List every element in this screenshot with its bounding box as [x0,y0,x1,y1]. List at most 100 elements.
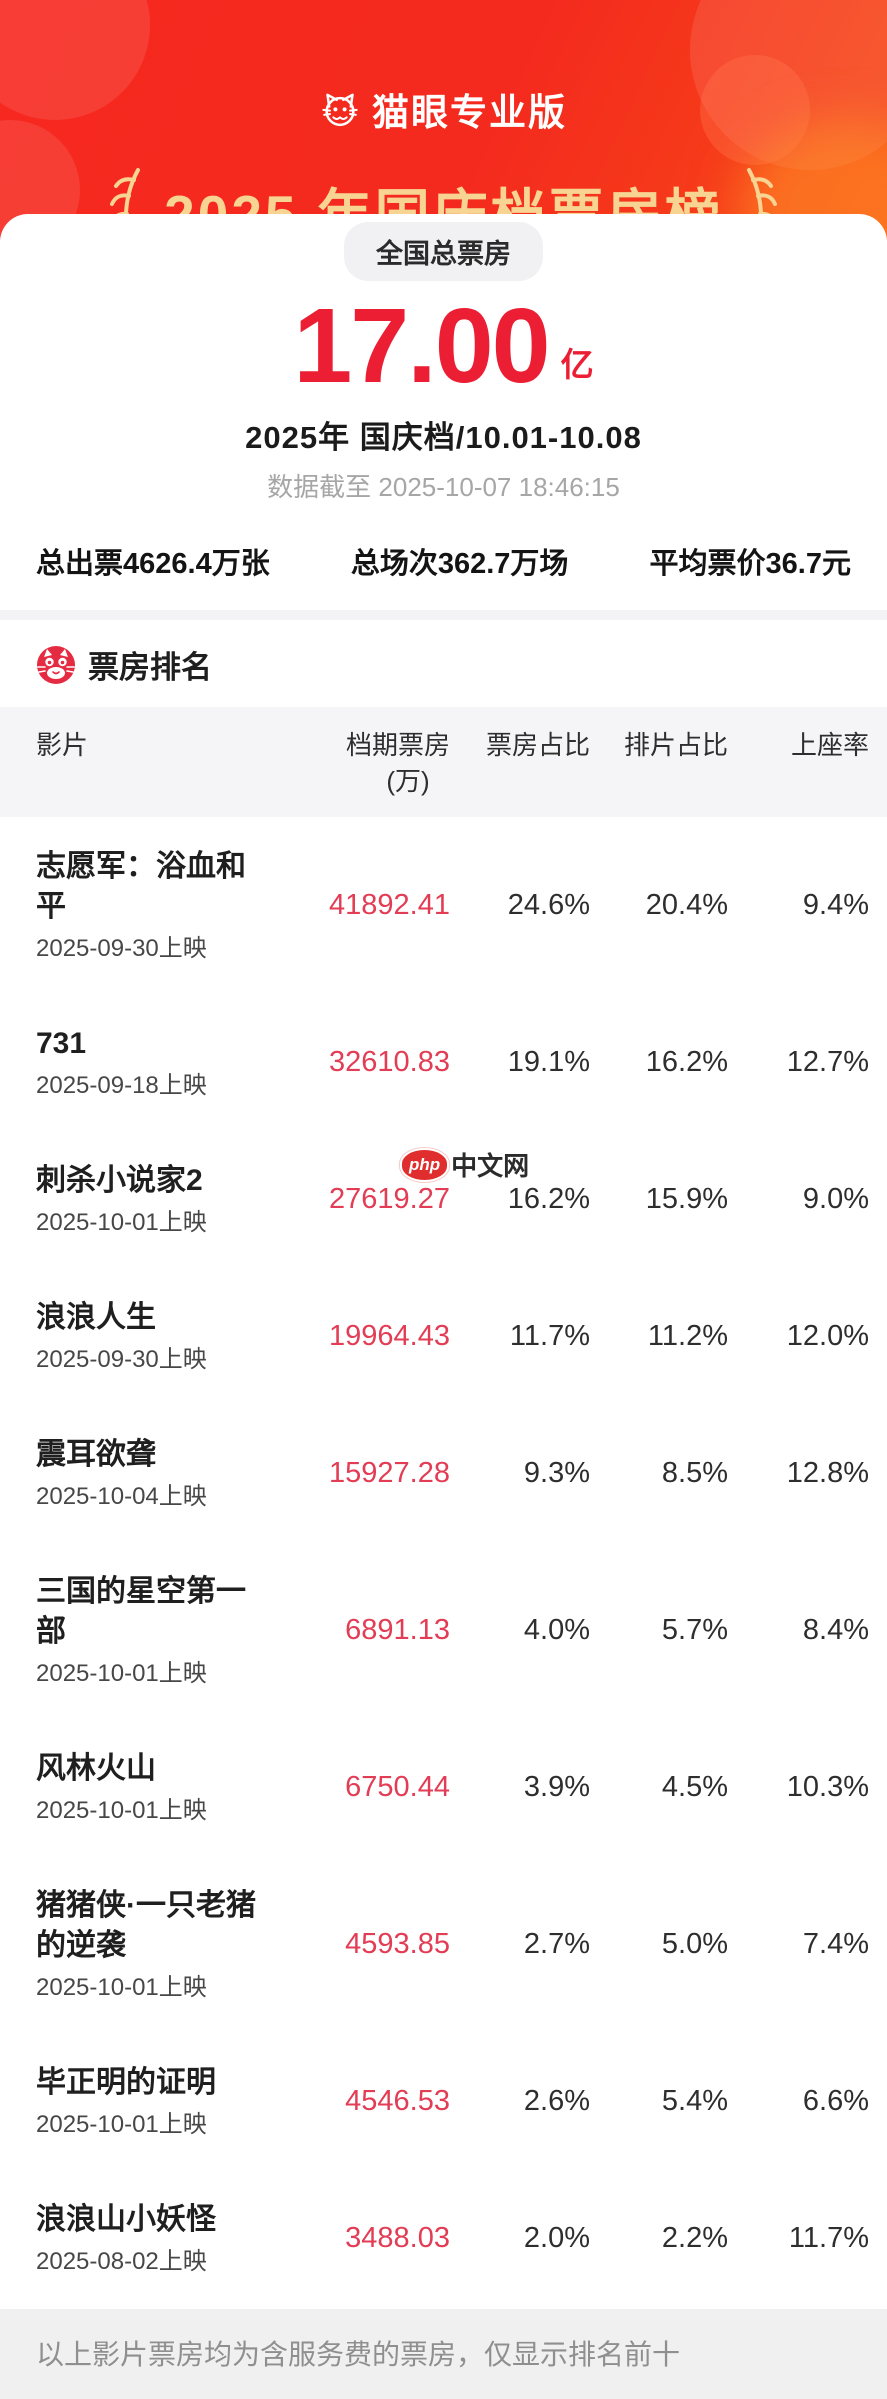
release-date: 2025-10-01上映 [36,2111,207,2139]
total-boxoffice-unit: 亿 [560,346,594,384]
release-date: 2025-09-30上映 [36,1346,207,1374]
boxoffice-share-value: 3.9% [523,1771,590,1804]
table-row[interactable]: 猪猪侠·一只老猪的逆袭 2025-10-01上映 4593.85 2.7% 5.… [36,1856,869,2033]
screening-share-value: 5.7% [661,1614,728,1647]
boxoffice-value: 27619.27 [329,1183,450,1216]
screening-share-value: 16.2% [645,1046,728,1079]
movie-title: 刺杀小说家2 [36,1164,203,1198]
brand-row: 猫眼专业版 [0,0,887,136]
movie-title: 风林火山 [36,1752,156,1786]
table-row[interactable]: 毕正明的证明 2025-10-01上映 4546.53 2.6% 5.4% 6.… [36,2033,869,2170]
movie-title: 毕正明的证明 [36,2066,216,2100]
boxoffice-share-value: 11.7% [509,1320,590,1353]
attendance-rate-value: 12.0% [786,1320,869,1353]
content-card: 全国总票房 17.00 亿 2025年 国庆档/10.01-10.08 数据截至… [0,214,887,2308]
movie-title: 浪浪人生 [36,1301,156,1335]
attendance-rate-value: 7.4% [802,1928,869,1961]
film-cell: 三国的星空第一部 2025-10-01上映 [36,1572,292,1689]
boxoffice-value: 32610.83 [329,1046,450,1079]
boxoffice-share-value: 4.0% [523,1614,590,1647]
attendance-rate-value: 12.7% [786,1046,869,1079]
table-row[interactable]: 浪浪山小妖怪 2025-08-02上映 3488.03 2.0% 2.2% 11… [36,2170,869,2307]
release-date: 2025-10-01上映 [36,1974,207,2002]
period-label: 2025年 国庆档/10.01-10.08 [245,420,642,456]
release-date: 2025-10-04上映 [36,1483,207,1511]
boxoffice-share-value: 2.0% [523,2222,590,2255]
table-row[interactable]: 731 2025-09-18上映 32610.83 19.1% 16.2% 12… [36,994,869,1131]
cat-badge-icon [37,645,75,684]
boxoffice-value: 6750.44 [345,1771,450,1804]
movie-title: 志愿军：浴血和平 [36,850,246,924]
divider [0,610,887,621]
national-total-badge: 全国总票房 [344,222,543,281]
boxoffice-value: 4593.85 [345,1928,450,1961]
footer-note: 以上影片票房均为含服务费的票房，仅显示排名前十 [36,2339,681,2371]
summary-stats-row: 总出票4626.4万张 总场次362.7万场 平均票价36.7元 [0,540,887,582]
film-cell: 刺杀小说家2 2025-10-01上映 [36,1161,292,1238]
maoyan-cat-logo-icon [322,93,358,127]
attendance-rate-value: 9.4% [802,889,869,922]
stat-label: 总场次 [350,548,438,581]
column-header-attendance: 上座率 [790,730,869,761]
screening-share-value: 15.9% [645,1183,728,1216]
column-header-boxoffice: 档期票房 (万) [310,729,450,797]
boxoffice-share-value: 19.1% [507,1046,590,1079]
boxoffice-share-value: 9.3% [523,1457,590,1490]
boxoffice-value: 4546.53 [345,2085,450,2118]
table-row[interactable]: 浪浪人生 2025-09-30上映 19964.43 11.7% 11.2% 1… [36,1268,869,1405]
release-date: 2025-10-01上映 [36,1797,207,1825]
stat-total-showings: 总场次362.7万场 [351,540,569,582]
film-cell: 志愿军：浴血和平 2025-09-30上映 [36,847,292,964]
stat-label: 总出票 [36,548,124,581]
attendance-rate-value: 12.8% [786,1457,869,1490]
movie-title: 三国的星空第一部 [36,1575,246,1649]
screening-share-value: 5.4% [661,2085,728,2118]
movie-title: 浪浪山小妖怪 [36,2203,216,2237]
film-cell: 震耳欲聋 2025-10-04上映 [36,1435,292,1512]
screening-share-value: 5.0% [661,1928,728,1961]
boxoffice-value: 6891.13 [345,1614,450,1647]
stat-label: 平均票价 [649,548,766,581]
table-row[interactable]: 志愿军：浴血和平 2025-09-30上映 41892.41 24.6% 20.… [36,817,869,994]
attendance-rate-value: 8.4% [802,1614,869,1647]
screening-share-value: 2.2% [661,2222,728,2255]
boxoffice-share-value: 24.6% [507,889,590,922]
screening-share-value: 4.5% [661,1771,728,1804]
stat-value: 36.7元 [765,548,851,581]
column-header-label: 档期票房 [345,730,450,761]
table-row[interactable]: 三国的星空第一部 2025-10-01上映 6891.13 4.0% 5.7% … [36,1542,869,1719]
release-date: 2025-09-18上映 [36,1072,207,1100]
column-header-boxoffice-share: 票房占比 [485,730,590,761]
table-row[interactable]: 震耳欲聋 2025-10-04上映 15927.28 9.3% 8.5% 12.… [36,1405,869,1542]
footer-note-bar: 以上影片票房均为含服务费的票房，仅显示排名前十 [0,2309,887,2399]
ranking-section-header: 票房排名 [0,620,887,707]
stat-total-tickets: 总出票4626.4万张 [36,540,270,582]
boxoffice-value: 3488.03 [345,2222,450,2255]
attendance-rate-value: 9.0% [802,1183,869,1216]
column-header-unit: (万) [386,766,430,797]
table-row[interactable]: 刺杀小说家2 2025-10-01上映 27619.27 16.2% 15.9%… [36,1131,869,1268]
stat-average-price: 平均票价36.7元 [650,540,851,582]
table-row[interactable]: 风林火山 2025-10-01上映 6750.44 3.9% 4.5% 10.3… [36,1719,869,1856]
release-date: 2025-10-01上映 [36,1660,207,1688]
film-cell: 毕正明的证明 2025-10-01上映 [36,2063,292,2140]
film-cell: 风林火山 2025-10-01上映 [36,1749,292,1826]
boxoffice-share-value: 2.7% [523,1928,590,1961]
header-banner: 猫眼专业版 2025 年国庆档票房榜 [0,0,887,240]
ranking-section-title: 票房排名 [88,650,212,686]
stat-value: 4626.4万张 [123,548,270,581]
film-cell: 浪浪山小妖怪 2025-08-02上映 [36,2200,292,2277]
boxoffice-value: 15927.28 [329,1457,450,1490]
movie-title: 猪猪侠·一只老猪的逆袭 [36,1889,256,1963]
movie-title: 731 [36,1027,87,1061]
column-header-film: 影片 [36,730,89,761]
stat-value: 362.7万场 [437,548,569,581]
release-date: 2025-10-01上映 [36,1209,207,1237]
screening-share-value: 20.4% [645,889,728,922]
column-header-screening-share: 排片占比 [623,730,728,761]
film-cell: 猪猪侠·一只老猪的逆袭 2025-10-01上映 [36,1886,292,2003]
screening-share-value: 8.5% [661,1457,728,1490]
total-boxoffice-value: 17.00 [293,287,550,405]
film-cell: 731 2025-09-18上映 [36,1024,292,1101]
